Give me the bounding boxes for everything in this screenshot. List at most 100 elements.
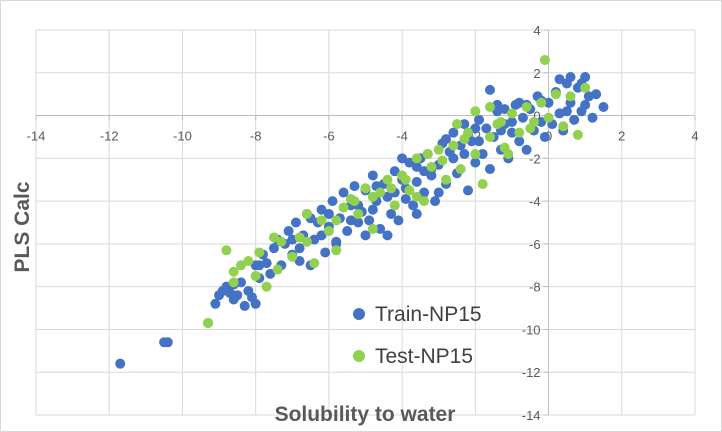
train-point xyxy=(386,208,397,219)
test-point xyxy=(323,226,334,237)
train-point xyxy=(521,144,532,155)
train-point xyxy=(367,204,378,215)
test-point xyxy=(228,266,239,277)
train-point xyxy=(473,136,484,147)
test-point xyxy=(228,277,239,288)
train-point xyxy=(397,153,408,164)
test-point xyxy=(550,89,561,100)
test-point xyxy=(539,54,550,65)
y-tick-label: -4 xyxy=(529,194,541,209)
train-point xyxy=(294,256,305,266)
test-point xyxy=(367,223,378,234)
train-point xyxy=(517,112,528,123)
legend-label-test: Test-NP15 xyxy=(375,345,473,368)
test-point xyxy=(309,258,320,269)
x-axis-title: Solubility to water xyxy=(275,403,456,426)
train-point xyxy=(236,277,247,288)
legend-item-test: Test-NP15 xyxy=(353,345,473,368)
train-point xyxy=(375,223,386,234)
y-tick-label: -8 xyxy=(529,280,541,295)
test-point xyxy=(459,134,470,145)
legend-marker-test xyxy=(353,350,365,362)
train-point xyxy=(459,119,470,130)
test-point xyxy=(349,196,360,207)
train-point xyxy=(433,187,444,198)
train-point xyxy=(294,243,305,254)
test-point xyxy=(261,281,272,292)
train-point xyxy=(316,230,327,241)
data-series xyxy=(115,54,609,369)
train-point xyxy=(506,116,517,127)
train-point xyxy=(367,170,378,181)
train-point xyxy=(393,215,404,226)
train-point xyxy=(580,99,591,110)
test-point xyxy=(375,187,386,198)
train-point xyxy=(228,294,239,305)
test-point xyxy=(565,91,576,102)
test-point xyxy=(301,236,312,247)
test-point xyxy=(484,102,495,112)
train-point xyxy=(338,187,349,198)
test-point xyxy=(276,236,287,247)
train-point xyxy=(349,181,360,192)
train-point xyxy=(463,185,474,196)
train-point xyxy=(514,97,525,108)
test-point xyxy=(360,183,371,194)
test-point xyxy=(580,82,591,93)
test-point xyxy=(386,183,397,194)
train-point xyxy=(470,123,481,134)
train-point xyxy=(448,127,459,138)
train-point xyxy=(499,104,510,115)
test-point xyxy=(521,102,532,112)
train-point xyxy=(441,134,452,145)
train-point xyxy=(265,268,276,279)
train-point xyxy=(598,102,609,112)
test-point xyxy=(525,123,536,134)
train-point xyxy=(470,157,481,168)
x-tick-label: -2 xyxy=(470,129,482,144)
x-tick-label: -10 xyxy=(173,129,192,144)
test-point xyxy=(221,245,232,256)
x-tick-label: 4 xyxy=(691,129,698,144)
test-point xyxy=(404,185,415,196)
test-point xyxy=(477,179,488,189)
train-point xyxy=(382,230,393,241)
x-tick-label: -6 xyxy=(323,129,335,144)
train-point xyxy=(459,149,470,160)
y-tick-label: -10 xyxy=(522,322,541,337)
train-point xyxy=(254,260,265,271)
series-test xyxy=(203,54,591,329)
train-point xyxy=(477,149,488,160)
test-point xyxy=(254,247,265,258)
train-point xyxy=(554,74,565,85)
y-tick-label: -12 xyxy=(522,365,541,380)
train-point xyxy=(411,208,422,219)
test-point xyxy=(470,106,481,117)
y-tick-label: 2 xyxy=(533,66,540,81)
test-point xyxy=(250,270,261,281)
train-point xyxy=(565,72,576,83)
train-point xyxy=(268,243,279,254)
train-point xyxy=(327,196,338,207)
x-tick-label: 2 xyxy=(618,129,625,144)
train-point xyxy=(364,215,375,226)
train-point xyxy=(239,300,250,311)
train-point xyxy=(290,217,301,228)
test-point xyxy=(506,108,517,119)
train-point xyxy=(484,164,495,175)
train-point xyxy=(591,89,602,100)
test-point xyxy=(203,318,214,329)
train-point xyxy=(360,230,371,241)
train-point xyxy=(536,116,547,127)
y-tick-label: 0 xyxy=(533,109,540,124)
legend-label-train: Train-NP15 xyxy=(375,303,482,326)
test-point xyxy=(331,245,342,256)
train-point xyxy=(382,191,393,202)
train-point xyxy=(389,166,400,177)
train-point xyxy=(404,157,415,168)
test-point xyxy=(441,174,452,185)
test-point xyxy=(455,164,466,175)
train-point xyxy=(320,247,331,258)
